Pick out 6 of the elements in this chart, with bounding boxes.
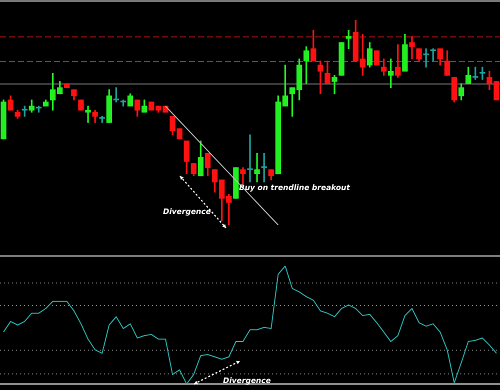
candlestick: [409, 36, 415, 60]
candlestick: [85, 106, 91, 123]
candlestick: [254, 152, 260, 182]
candlestick: [423, 48, 429, 68]
candlestick: [247, 134, 253, 182]
candlestick: [318, 60, 324, 94]
